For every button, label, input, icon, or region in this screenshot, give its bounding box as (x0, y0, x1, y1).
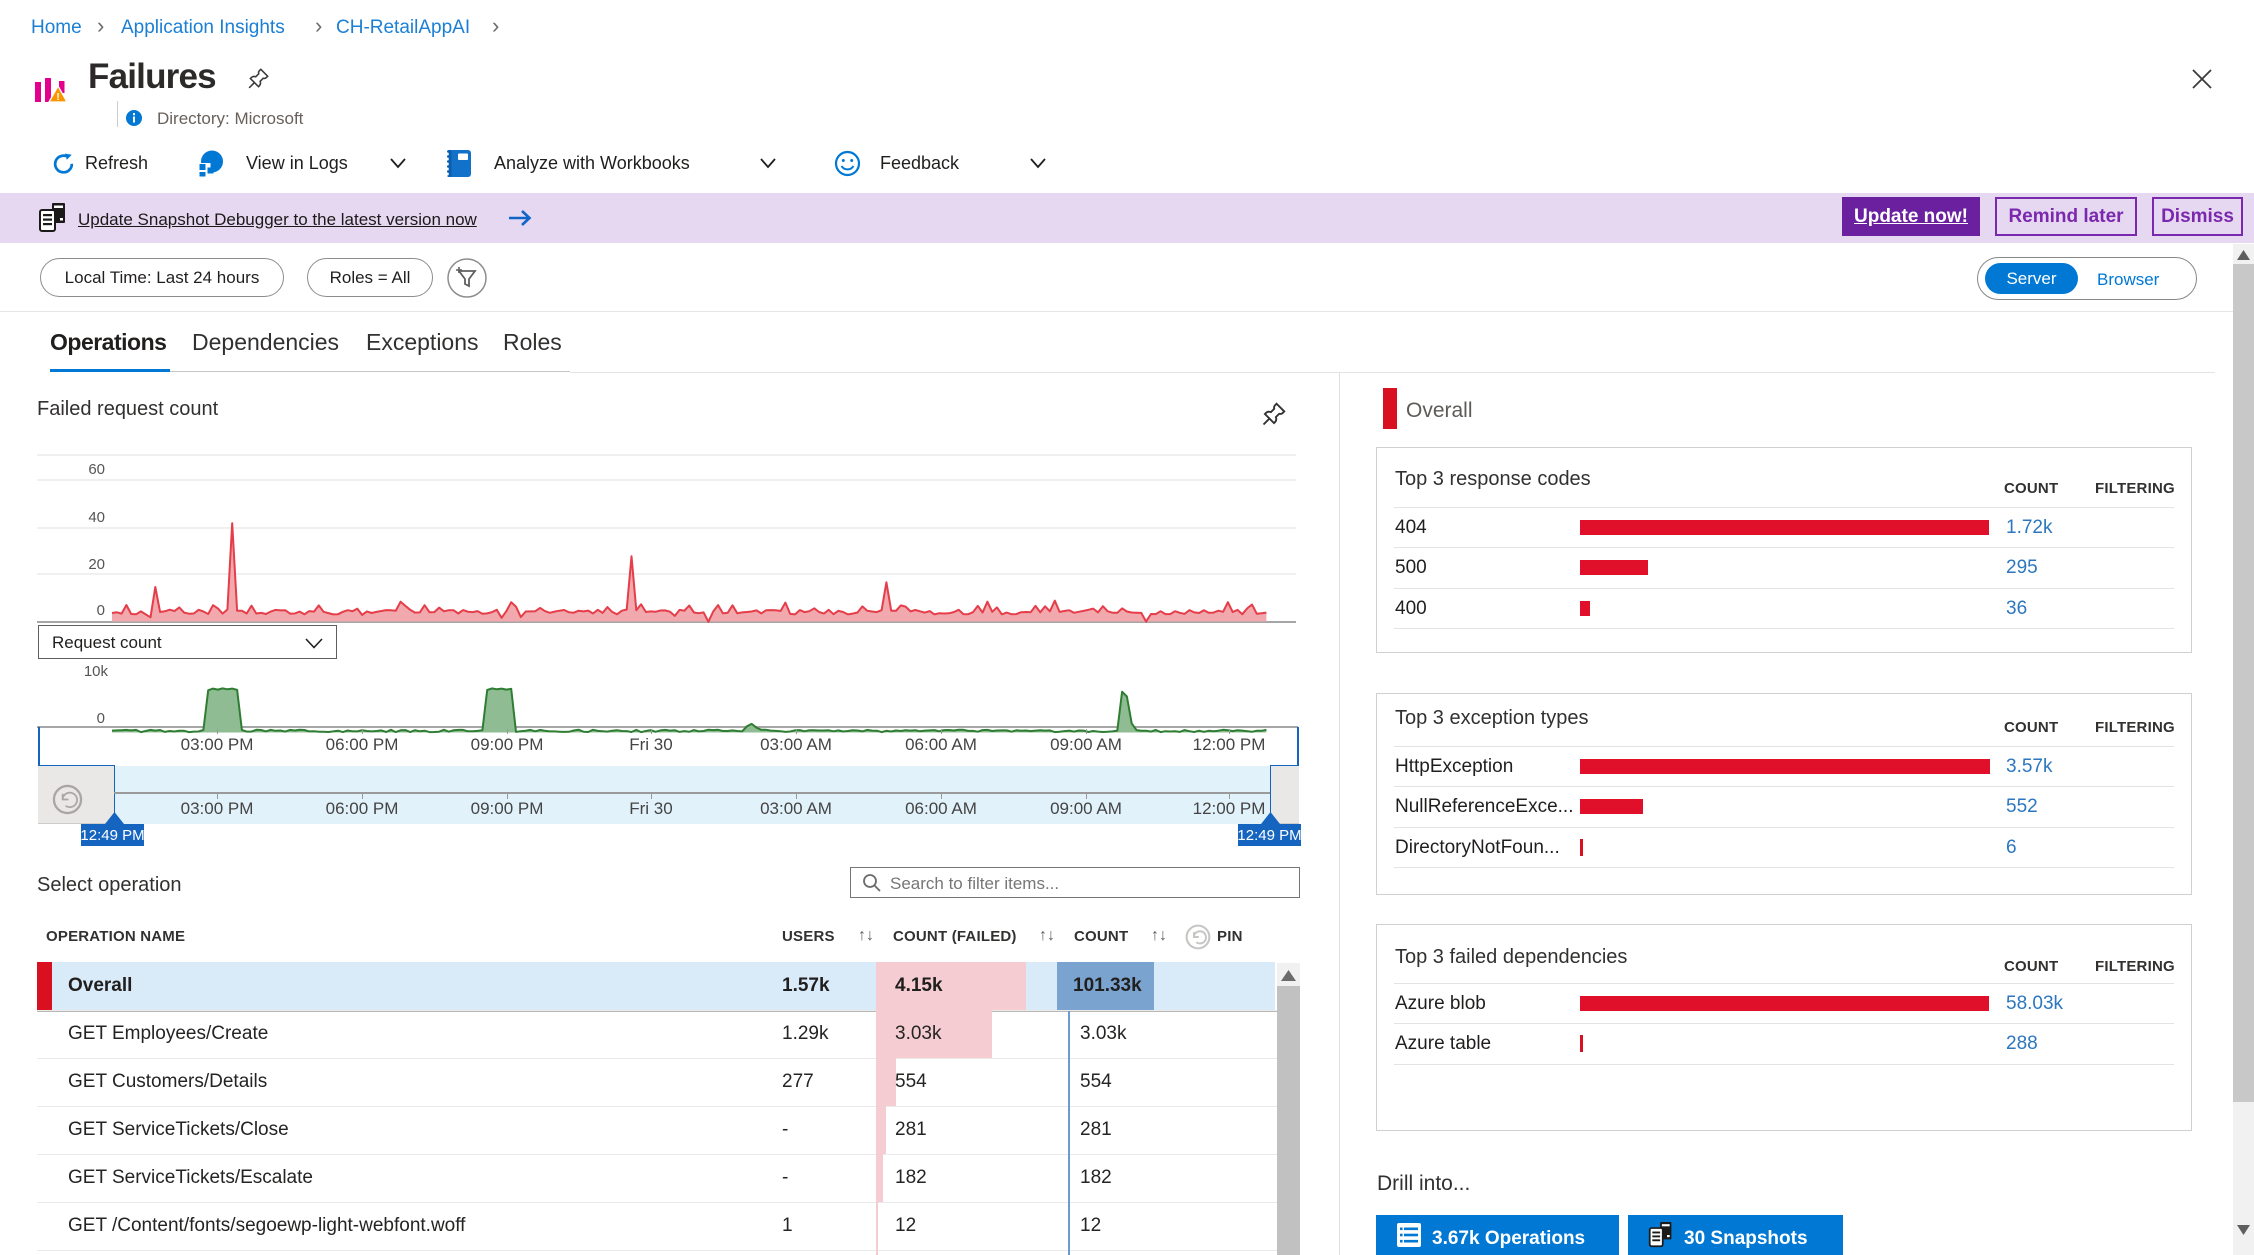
svg-text:!: ! (56, 92, 59, 103)
